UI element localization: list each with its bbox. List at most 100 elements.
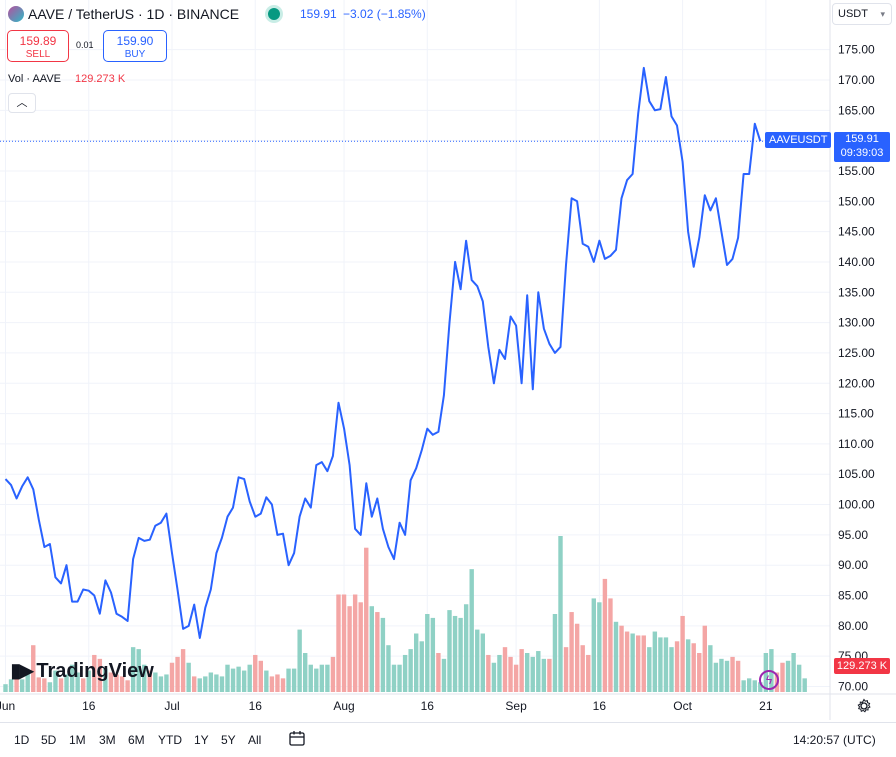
volume-bar [247,664,252,692]
volume-bar [197,678,202,692]
volume-bar [463,604,469,692]
y-tick-label: 125.00 [838,346,875,360]
price-line [4,66,762,639]
volume-bar [796,664,802,692]
sell-price: 159.89 [19,34,57,48]
volume-bar [386,645,391,692]
volume-bar [42,678,47,692]
timeframe-all[interactable]: All [248,733,262,747]
timeframe-6m[interactable]: 6M [128,733,145,747]
price-chart[interactable]: 70.0075.0080.0085.0090.0095.00100.00105.… [0,0,896,720]
volume-bar [3,684,8,692]
x-tick-label: Aug [333,699,354,713]
timeframe-5d[interactable]: 5D [41,733,57,747]
y-tick-label: 110.00 [838,437,874,451]
utc-clock[interactable]: 14:20:57 (UTC) [793,733,876,747]
tradingview-logo-text: TradingView [36,660,154,682]
calendar-range-icon[interactable] [288,729,306,747]
gear-icon[interactable] [856,698,872,714]
volume-bar [153,672,158,692]
volume-bar [336,594,341,692]
volume-bar [647,647,652,692]
sell-label: SELL [25,49,51,60]
currency-selector[interactable]: USDT ▾ [832,3,892,25]
volume-bar [380,617,386,692]
volume-bar [364,547,369,692]
volume-bar [458,617,463,692]
volume-bar [708,645,713,692]
volume-bar [741,680,746,692]
timeframe-1d[interactable]: 1D [14,733,30,747]
volume-bar [97,658,103,692]
volume-bar [180,649,186,692]
volume-bar [425,614,430,692]
volume-bar [225,664,230,692]
volume-bar [169,662,175,692]
timeframe-1y[interactable]: 1Y [194,733,209,747]
volume-bar [491,662,497,692]
volume-bar [147,670,152,692]
volume-bar [730,656,735,692]
volume-bar [597,602,602,692]
y-tick-label: 115.00 [838,407,874,421]
volume-bar [563,647,569,692]
timeframe-ytd[interactable]: YTD [158,733,182,747]
volume-bar [652,631,658,692]
volume-bar [14,674,19,692]
timeframe-5y[interactable]: 5Y [221,733,236,747]
volume-bar [219,676,225,692]
volume-bar [108,672,114,692]
symbol-title[interactable]: AAVE / TetherUS · 1D · BINANCE [28,6,240,22]
x-tick-label: 21 [759,699,773,713]
volume-bar [430,617,436,692]
volume-tag: 129.273 K [834,658,890,674]
volume-bar [8,679,14,692]
volume-bar [275,674,280,692]
volume-bar [391,664,397,692]
volume-bar [619,625,624,692]
last-price-tag: 159.91 09:39:03 [834,132,890,162]
y-tick-label: 175.00 [838,43,875,57]
volume-bar [352,594,358,692]
volume-bar [452,615,458,692]
volume-bar [536,651,541,692]
volume-bar [525,653,530,692]
last-price-tag-value: 159.91 [845,133,879,145]
collapse-legend-button[interactable]: ︿ [8,93,36,113]
volume-bar [258,660,263,692]
volume-bar [691,643,696,692]
volume-bar [408,649,413,692]
volume-bar [330,656,336,692]
volume-bar [92,654,97,692]
volume-bar [752,680,757,692]
timeframe-3m[interactable]: 3M [99,733,116,747]
volume-bar [663,637,669,692]
volume-bar [236,666,241,692]
tradingview-logo[interactable]: ▮▶ TradingView [10,658,154,683]
volume-bar [697,653,702,692]
volume-bar [414,633,419,692]
volume-bar [114,674,119,692]
buy-label: BUY [124,49,146,60]
x-tick-label: Jun [0,699,15,713]
volume-bar [358,602,363,692]
aave-coin-icon [8,6,24,22]
volume-bar [591,598,596,692]
volume-bar [314,668,319,692]
volume-bar [624,631,630,692]
volume-bar [480,633,485,692]
x-tick-label: 16 [593,699,607,713]
volume-bar [791,653,796,692]
y-tick-label: 90.00 [838,558,868,572]
volume-bar [719,658,724,692]
y-tick-label: 85.00 [838,589,868,603]
volume-bar [630,633,635,692]
y-tick-label: 155.00 [838,164,875,178]
sell-button[interactable]: 159.89 SELL [7,30,69,62]
buy-button[interactable]: 159.90 BUY [103,30,167,62]
volume-bar [303,653,308,692]
volume-bar [264,670,269,692]
lightning-icon[interactable]: ϟ [759,670,779,690]
timeframe-1m[interactable]: 1M [69,733,86,747]
volume-bar [613,621,619,692]
